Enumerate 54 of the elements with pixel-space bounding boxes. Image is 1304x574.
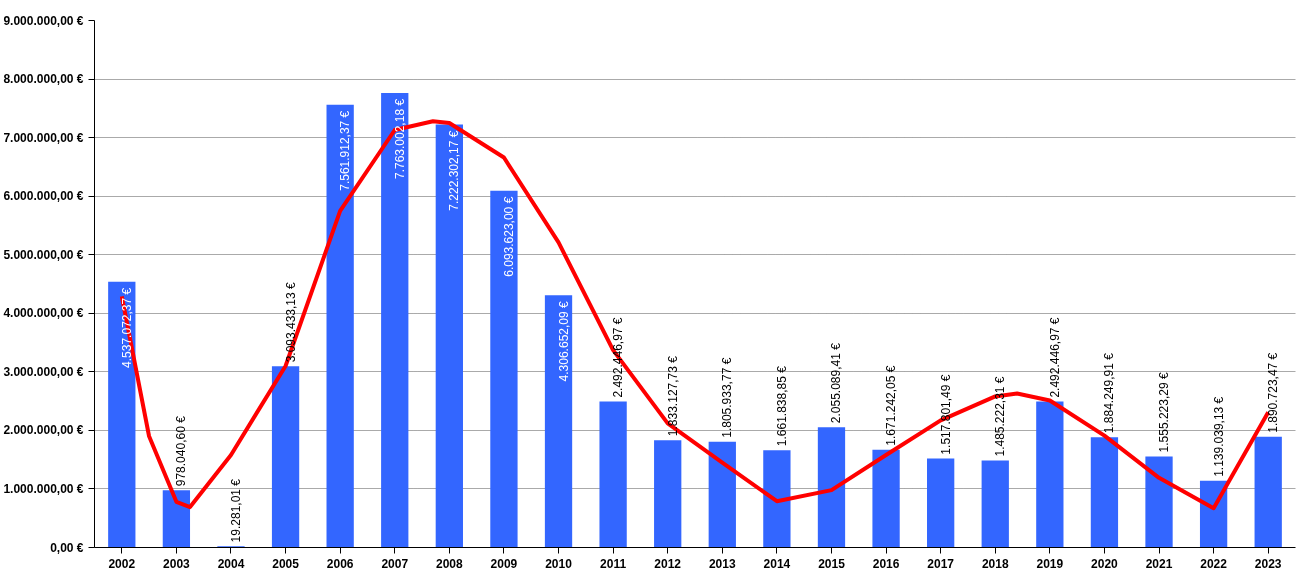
y-tick-label: 0,00 € [50,540,84,555]
y-tick-label: 5.000.000,00 € [3,247,84,262]
data-label: 7.222.302,17 € [447,130,462,211]
y-tick-label: 4.000.000,00 € [3,306,84,321]
x-tick-label: 2008 [435,556,464,571]
data-label: 2.492.446,97 € [1047,317,1062,398]
x-tick-label: 2007 [381,556,409,571]
data-label: 1.805.933,77 € [720,357,735,438]
data-label: 1.139.039,13 € [1211,396,1226,477]
data-label: 1.833.127,73 € [665,355,680,437]
data-label: 4.306.652,09 € [556,301,571,382]
x-tick-label: 2004 [217,556,245,571]
data-label: 1.671.242,05 € [884,365,899,446]
x-tick-label: 2018 [981,556,1009,571]
data-label: 1.517.801,49 € [938,374,953,455]
y-tick-label: 7.000.000,00 € [3,130,84,145]
data-label: 2.492.446,97 € [611,317,626,398]
x-tick-label: 2011 [600,556,627,571]
y-tick-label: 9.000.000,00 € [3,13,84,28]
x-tick-label: 2005 [272,556,300,571]
data-label: 1.661.838,85 € [774,365,789,447]
data-label: 7.763.002,18 € [392,98,407,180]
data-label: 1.485.222,31 € [993,376,1008,457]
x-tick-label: 2022 [1200,556,1228,571]
data-label: 3.093.433,13 € [283,281,298,363]
data-label: 1.890.723,47 € [1266,352,1281,433]
x-tick-label: 2012 [654,556,682,571]
y-tick-label: 3.000.000,00 € [3,364,84,379]
x-tick-label: 2023 [1254,556,1282,571]
y-tick-label: 2.000.000,00 € [3,423,84,438]
x-tick-label: 2002 [108,556,136,571]
x-tick-label: 2015 [818,556,846,571]
x-tick-label: 2013 [708,556,736,571]
data-label: 2.055.089,41 € [829,342,844,424]
y-tick-label: 8.000.000,00 € [3,72,84,87]
x-tick-label: 2003 [163,556,191,571]
x-tick-label: 2016 [872,556,900,571]
data-label: 1.555.223,29 € [1157,372,1172,453]
x-tick-label: 2014 [763,556,791,571]
x-tick-label: 2020 [1091,556,1119,571]
x-tick-label: 2009 [490,556,518,571]
data-label: 19.281,01 € [228,478,243,543]
data-label: 4.537.072,37 € [119,287,134,368]
data-label: 7.561.912,37 € [338,110,353,191]
x-tick-label: 2017 [927,556,955,571]
data-label: 978.040,60 € [174,415,189,487]
x-tick-label: 2021 [1145,556,1173,571]
y-tick-label: 6.000.000,00 € [3,189,84,204]
data-label: 1.884.249,91 € [1102,352,1117,434]
x-tick-label: 2006 [326,556,354,571]
x-tick-label: 2010 [545,556,573,571]
x-tick-label: 2019 [1036,556,1064,571]
data-label: 6.093.623,00 € [501,196,516,277]
y-tick-label: 1.000.000,00 € [3,481,84,496]
